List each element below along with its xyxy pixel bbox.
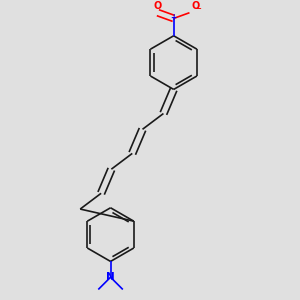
Text: −: − bbox=[194, 4, 201, 14]
Text: N: N bbox=[106, 272, 115, 282]
Text: +: + bbox=[170, 13, 177, 22]
Text: O: O bbox=[191, 1, 199, 11]
Text: O: O bbox=[154, 1, 162, 11]
